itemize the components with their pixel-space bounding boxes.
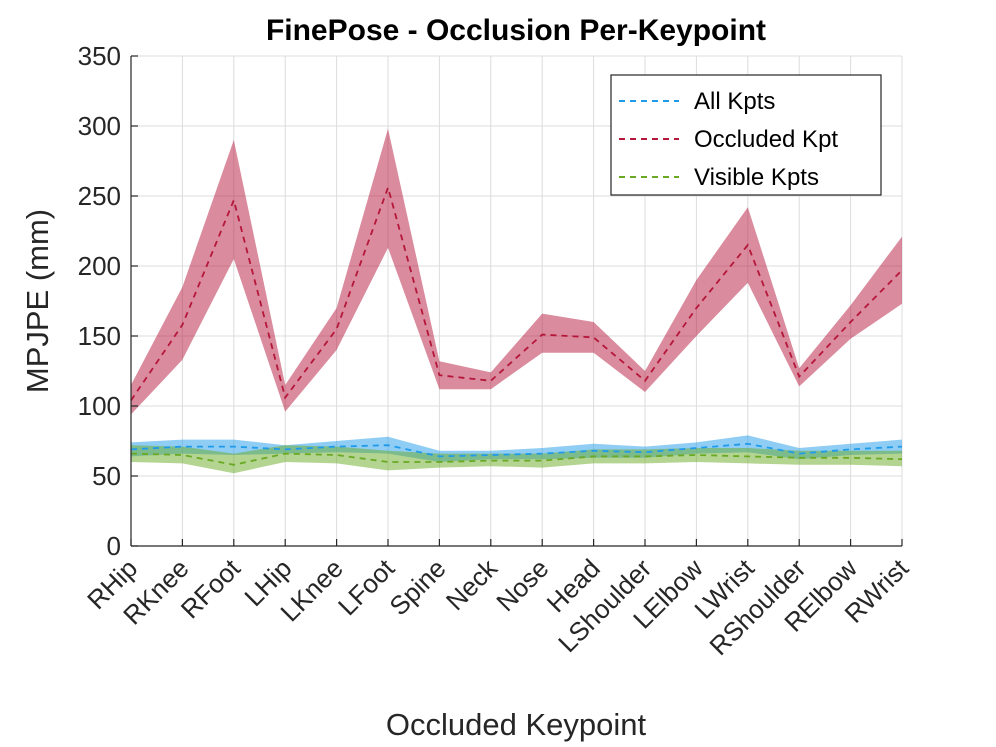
legend-box [610, 74, 882, 196]
confidence-bands [131, 128, 902, 474]
y-tick-label-50: 50 [92, 461, 121, 491]
line-all-kpts [130, 442, 903, 458]
chart-title: FinePose - Occlusion Per-Keypoint [266, 14, 766, 47]
y-tick-label-100: 100 [78, 391, 121, 421]
band-occluded-kpt [131, 128, 902, 415]
legend-label-all-kpts: All Kpts [694, 88, 775, 115]
axes [130, 55, 903, 547]
line-occluded-kpt [130, 184, 903, 401]
y-axis-label: MPJPE (mm) [20, 209, 55, 393]
y-tick-label-0: 0 [107, 531, 121, 561]
band-visible-kpts [131, 445, 902, 474]
line-visible-kpts [130, 452, 903, 466]
band-all-kpts [131, 435, 902, 462]
y-tick-label-150: 150 [78, 321, 121, 351]
y-tick-labels: 0 50 100 150 200 250 300 350 [78, 41, 121, 561]
y-tick-label-350: 350 [78, 41, 121, 71]
legend-label-occluded-kpt: Occluded Kpt [694, 126, 838, 153]
y-tick-label-250: 250 [78, 181, 121, 211]
y-tick-label-300: 300 [78, 111, 121, 141]
legend: All Kpts Occluded Kpt Visible Kpts [610, 74, 882, 196]
x-axis-label: Occluded Keypoint [386, 707, 647, 742]
y-tick-label-200: 200 [78, 251, 121, 281]
legend-label-visible-kpts: Visible Kpts [694, 164, 819, 191]
